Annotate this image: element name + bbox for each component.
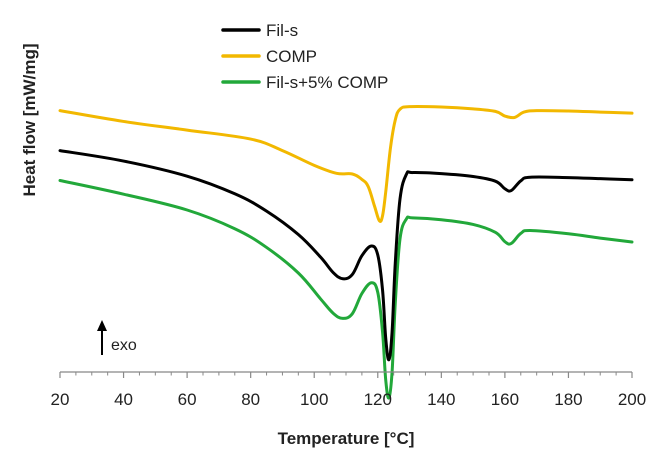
x-tick-label: 160 [491,390,519,409]
y-axis-title: Heat flow [mW/mg] [20,44,39,197]
legend-label: Fil-s+5% COMP [266,73,388,92]
x-tick-label: 20 [51,390,70,409]
exo-label: exo [111,337,137,354]
x-tick-label: 120 [364,390,392,409]
exo-arrow-head [97,320,107,331]
x-tick-label: 200 [618,390,646,409]
series-line-fil-s [58,149,634,362]
exo-annotation: exo [97,320,137,355]
x-tick-label: 180 [554,390,582,409]
tick-layer: 20 40 60 80 100 120 140 160 180 200 [51,372,646,409]
legend-label: COMP [266,47,317,66]
x-axis-title: Temperature [°C] [278,429,415,448]
x-tick-label: 60 [178,390,197,409]
series-line-comp [58,105,634,223]
legend: Fil-s COMP Fil-s+5% COMP [221,21,388,92]
x-tick-label: 80 [241,390,260,409]
legend-label: Fil-s [266,21,298,40]
series-line-fil-s-5-comp [58,178,634,400]
x-tick-label: 40 [114,390,133,409]
x-tick-label: 140 [427,390,455,409]
series-layer [58,105,634,400]
x-tick-label: 100 [300,390,328,409]
